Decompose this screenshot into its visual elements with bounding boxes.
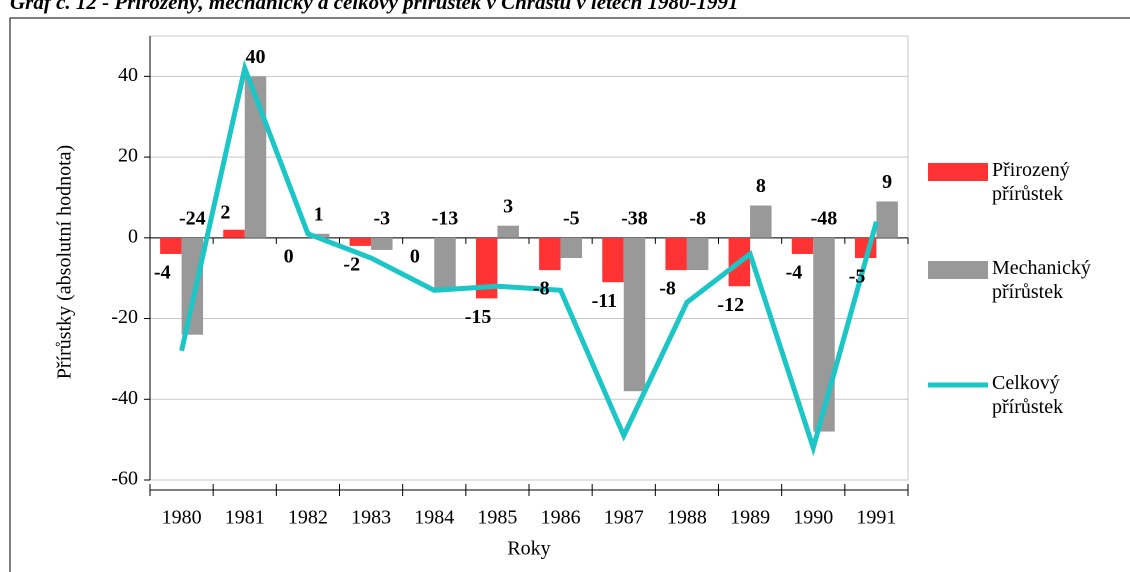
- data-label: 8: [756, 175, 766, 197]
- data-label: -8: [659, 278, 676, 300]
- bar: [434, 237, 456, 291]
- y-tick-label: -20: [111, 306, 138, 328]
- bar: [539, 237, 561, 271]
- data-label: -4: [154, 262, 171, 284]
- x-tick-label: 1988: [667, 507, 707, 529]
- bar: [181, 237, 204, 335]
- chart-title: Graf č. 12 - Přirozený, mechanický a cel…: [10, 0, 739, 14]
- x-axis-label: Roky: [507, 538, 550, 560]
- bar: [686, 237, 709, 271]
- x-tick-label: 1984: [414, 507, 454, 529]
- data-label: 3: [503, 195, 513, 217]
- data-label: 9: [882, 171, 892, 193]
- bar: [497, 225, 519, 238]
- y-tick-label: -40: [111, 387, 138, 409]
- data-label: -13: [432, 207, 459, 229]
- bar: [349, 237, 372, 246]
- legend-swatch: [928, 163, 988, 181]
- y-tick-label: 40: [118, 64, 138, 86]
- data-label: 2: [220, 201, 230, 223]
- bar: [665, 237, 687, 271]
- data-label: -8: [533, 278, 550, 300]
- y-axis-label: Přírůstky (absolutní hodnota): [54, 145, 76, 379]
- data-label: -48: [811, 207, 838, 229]
- y-tick-label: -60: [111, 468, 138, 490]
- data-label: 0: [410, 245, 420, 267]
- data-label: -38: [621, 207, 648, 229]
- data-label: -5: [849, 266, 866, 288]
- legend-label: Přirozený přírůstek: [992, 159, 1070, 205]
- x-tick-label: 1983: [351, 507, 391, 529]
- data-label: 40: [245, 46, 265, 68]
- x-tick-label: 1980: [162, 507, 202, 529]
- x-tick-label: 1987: [604, 507, 644, 529]
- data-label: -5: [563, 207, 580, 229]
- x-tick-label: 1986: [541, 507, 581, 529]
- x-tick-label: 1985: [477, 507, 517, 529]
- bar: [560, 237, 583, 258]
- x-tick-label: 1982: [288, 507, 328, 529]
- y-tick-label: 20: [118, 145, 138, 167]
- data-label: -12: [717, 294, 744, 316]
- bar: [623, 237, 646, 392]
- line: [179, 59, 879, 457]
- bar: [371, 237, 393, 250]
- x-tick-label: 1981: [225, 507, 265, 529]
- legend-label: Mechanický přírůstek: [992, 257, 1091, 303]
- bar: [160, 237, 182, 254]
- data-label: -8: [689, 207, 706, 229]
- x-tick-label: 1989: [730, 507, 770, 529]
- legend-swatch: [928, 261, 988, 279]
- data-label: -2: [343, 253, 360, 275]
- bar: [791, 237, 814, 254]
- bar: [602, 237, 624, 283]
- data-label: 1: [314, 203, 324, 225]
- data-label: -24: [179, 207, 206, 229]
- frame: [9, 17, 1130, 572]
- bar: [475, 237, 498, 299]
- bar: [223, 229, 245, 238]
- bar: [876, 201, 898, 238]
- data-label: -15: [465, 306, 492, 328]
- bar: [750, 205, 772, 238]
- x-tick-label: 1990: [793, 507, 833, 529]
- data-label: -4: [786, 262, 803, 284]
- data-label: -3: [373, 207, 390, 229]
- legend-label: Celkový přírůstek: [992, 372, 1064, 418]
- x-tick-label: 1991: [856, 507, 896, 529]
- y-tick-label: 0: [128, 225, 138, 247]
- data-label: -11: [592, 290, 618, 312]
- data-label: 0: [284, 245, 294, 267]
